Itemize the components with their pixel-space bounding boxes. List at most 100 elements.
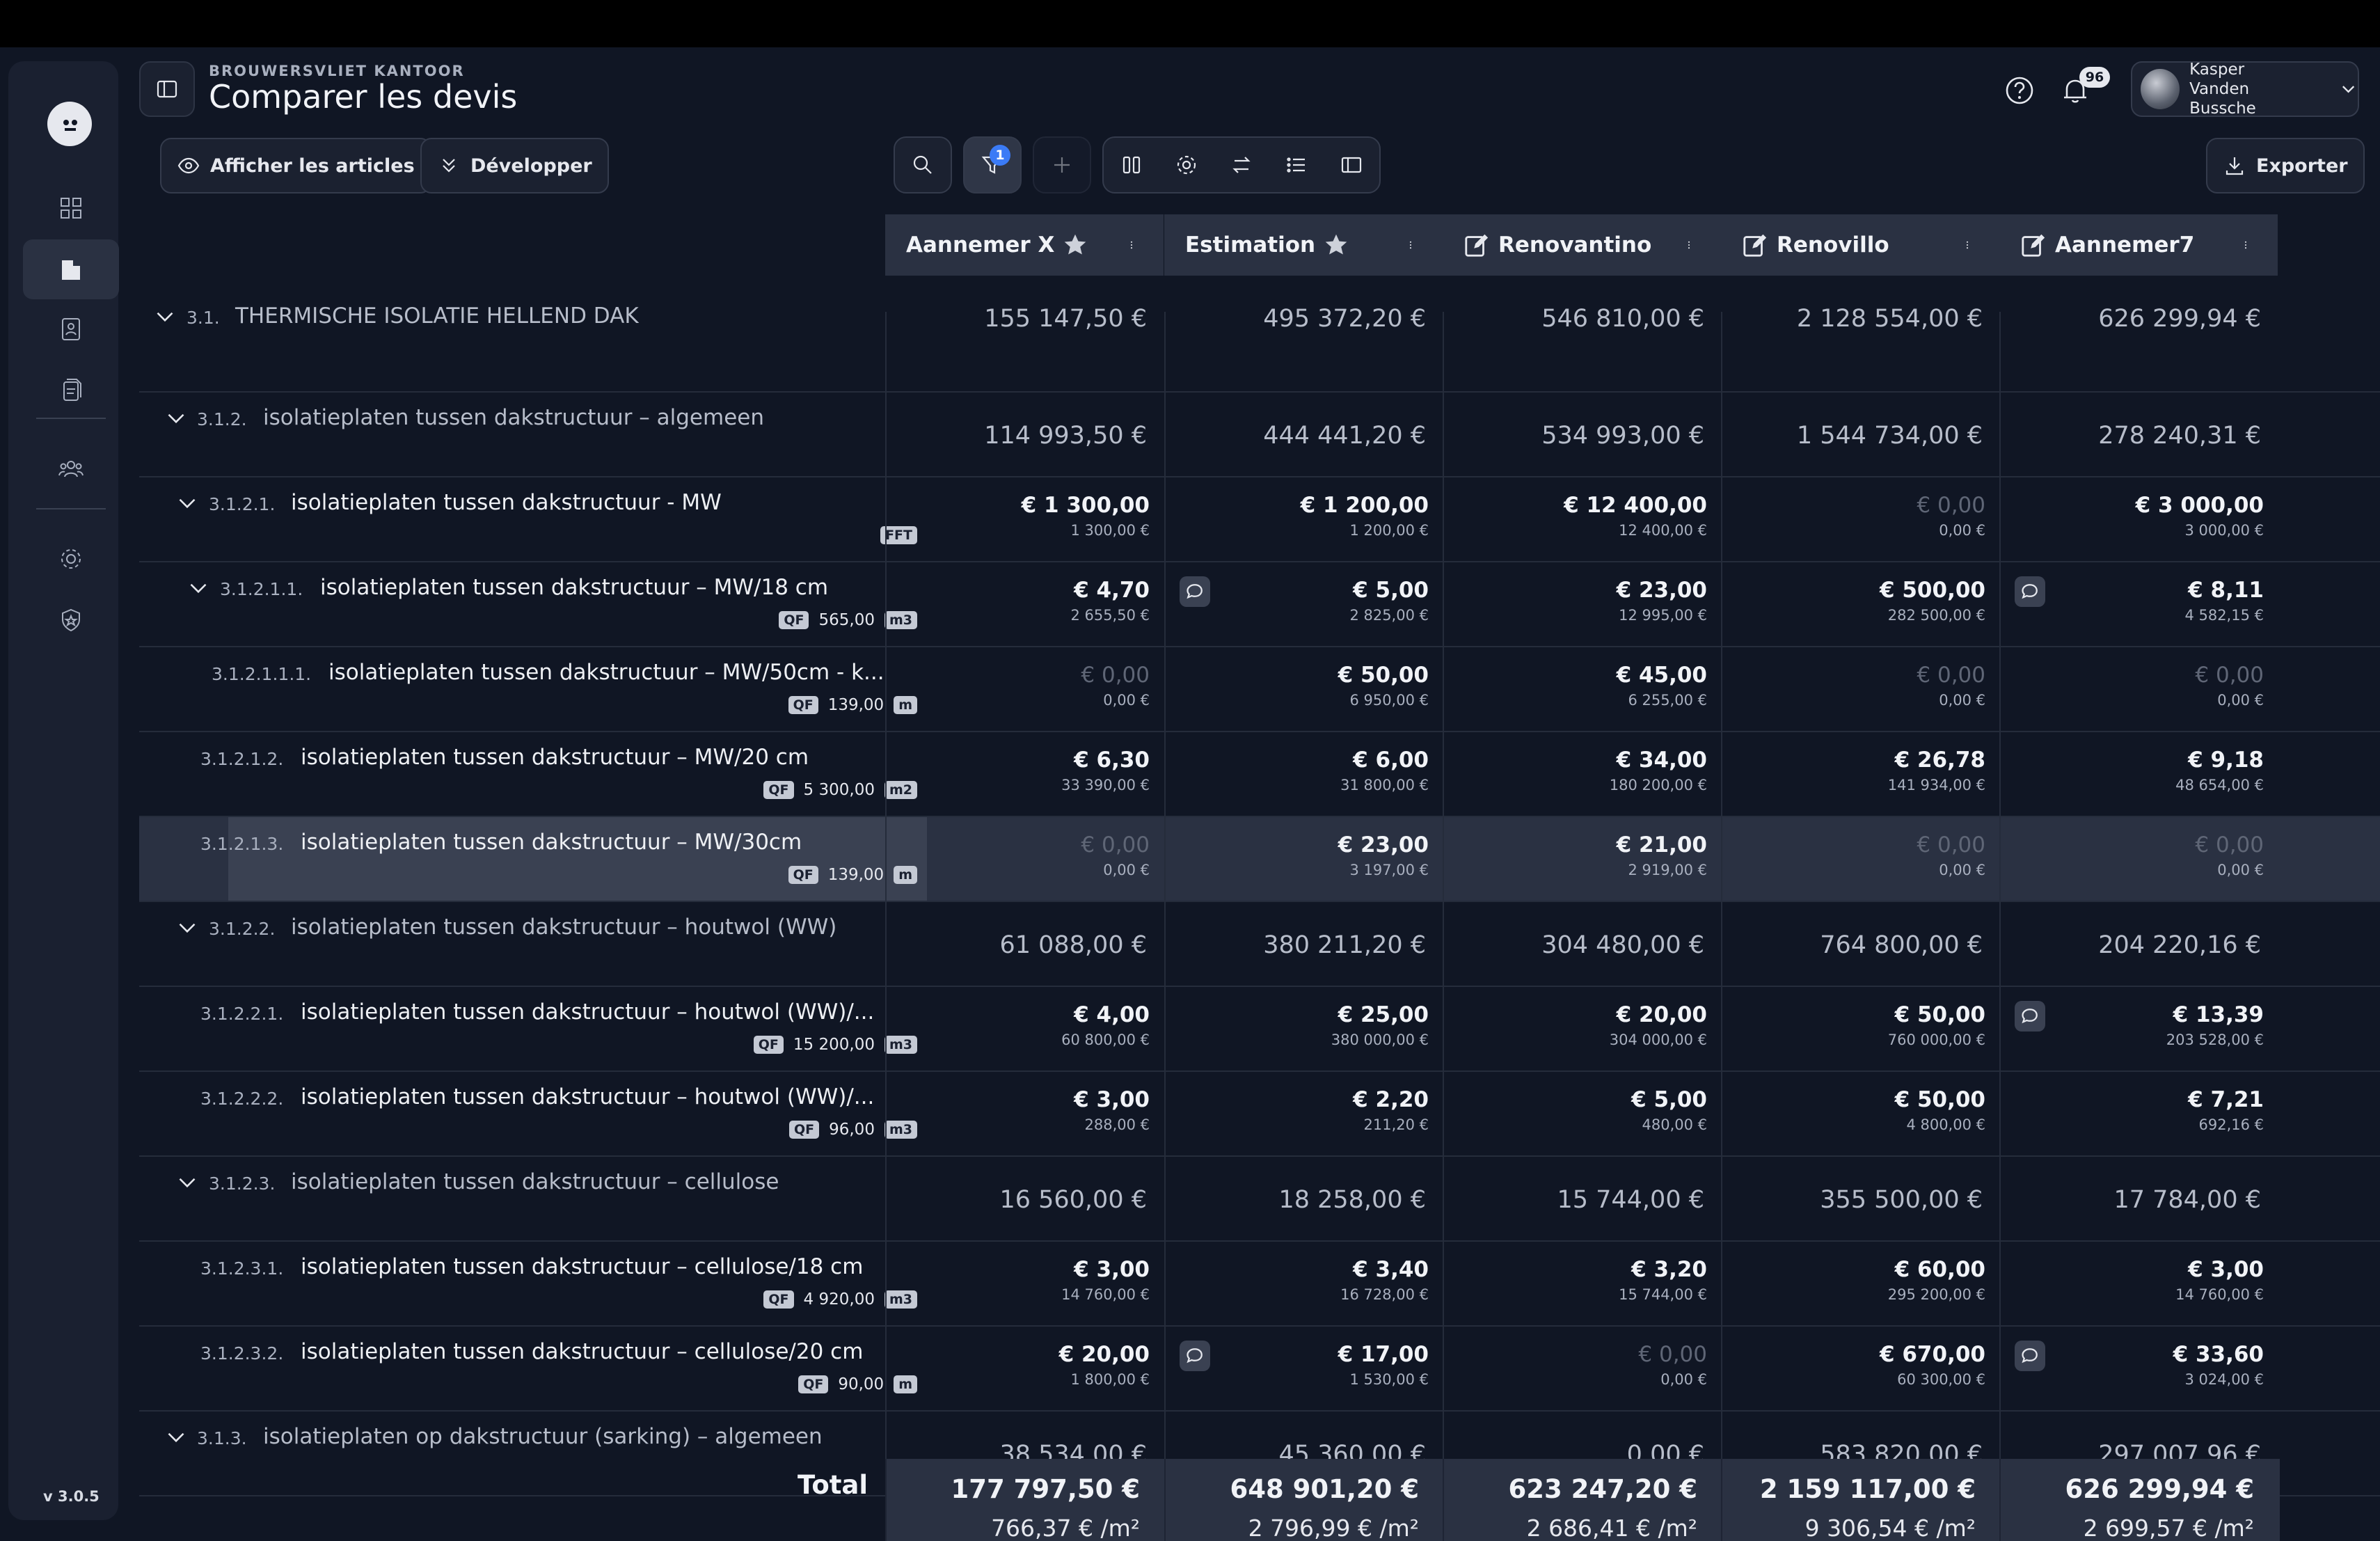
price-cell[interactable]: € 45,00 6 255,00 € [1443,647,1721,731]
price-cell[interactable]: € 9,18 48 654,00 € [1999,732,2278,816]
item-row[interactable]: 3.1.2.1. isolatieplaten tussen dakstructu… [139,477,2380,562]
price-cell[interactable]: 1 544 734,00 € [1721,393,1999,476]
price-cell[interactable]: € 6,30 33 390,00 € [885,732,1164,816]
item-row[interactable]: 3.1.2.3.2. isolatieplaten tussen dakstruc… [139,1327,2380,1412]
price-cell[interactable]: € 0,00 0,00 € [1721,477,1999,561]
price-cell[interactable]: € 2,20 211,20 € [1164,1072,1443,1155]
bell-icon[interactable] [2060,75,2091,109]
price-cell[interactable]: € 1 200,00 1 200,00 € [1164,477,1443,561]
item-row[interactable]: 3.1.2.1.1. isolatieplaten tussen dakstruc… [139,562,2380,647]
item-row[interactable]: 3.1.2.2.2. isolatieplaten tussen dakstruc… [139,1072,2380,1157]
price-cell[interactable]: 304 480,00 € [1443,902,1721,986]
user-menu[interactable]: Kasper Vanden Bussche [2131,61,2359,118]
list-button[interactable] [1269,138,1324,192]
price-cell[interactable]: 2 128 554,00 € [1721,305,1999,391]
star-icon[interactable] [1063,232,1088,258]
group-row[interactable]: 3.1.2. isolatieplaten tussen dakstructuur… [139,393,2380,477]
price-cell[interactable]: € 670,00 60 300,00 € [1721,1327,1999,1410]
settings-button[interactable] [1159,138,1214,192]
price-cell[interactable]: € 5,00 480,00 € [1443,1072,1721,1155]
column-header[interactable]: Estimation [1164,214,1443,276]
price-cell[interactable]: 114 993,50 € [885,393,1164,476]
price-cell[interactable]: € 20,00 304 000,00 € [1443,987,1721,1070]
price-cell[interactable]: € 3,00 14 760,00 € [885,1242,1164,1325]
item-row[interactable]: 3.1.2.3.1. isolatieplaten tussen dakstruc… [139,1242,2380,1327]
group-row[interactable]: 3.1.2.2. isolatieplaten tussen dakstructu… [139,902,2380,987]
price-cell[interactable]: € 3,40 16 728,00 € [1164,1242,1443,1325]
chevron-down-icon[interactable] [177,1172,198,1193]
price-cell[interactable]: € 0,00 0,00 € [1999,817,2278,901]
qf-badge[interactable]: QF [798,1375,829,1393]
price-cell[interactable]: € 21,00 2 919,00 € [1443,817,1721,901]
comment-button[interactable] [2015,1001,2045,1032]
chevron-down-icon[interactable] [166,1427,187,1448]
price-cell[interactable]: € 3,00 14 760,00 € [1999,1242,2278,1325]
price-cell[interactable]: 764 800,00 € [1721,902,1999,986]
price-cell[interactable]: € 0,00 0,00 € [1721,817,1999,901]
swap-button[interactable] [1214,138,1269,192]
kebab-menu-icon[interactable] [1963,230,1972,260]
price-cell[interactable]: 61 088,00 € [885,902,1164,986]
chevron-down-icon[interactable] [177,493,198,514]
column-header[interactable]: Aannemer X [885,214,1164,276]
price-cell[interactable]: € 0,00 0,00 € [1999,647,2278,731]
sidebar-item-projects[interactable] [23,239,119,299]
price-cell[interactable]: € 26,78 141 934,00 € [1721,732,1999,816]
price-cell[interactable]: € 6,00 31 800,00 € [1164,732,1443,816]
price-cell[interactable]: € 50,00 4 800,00 € [1721,1072,1999,1155]
price-cell[interactable]: 626 299,94 € [1999,305,2278,391]
price-cell[interactable]: € 0,00 0,00 € [885,647,1164,731]
sidebar-item-security[interactable] [23,590,119,650]
price-cell[interactable]: € 50,00 760 000,00 € [1721,987,1999,1070]
price-cell[interactable]: 155 147,50 € [885,305,1164,391]
price-cell[interactable]: € 3 000,00 3 000,00 € [1999,477,2278,561]
price-cell[interactable]: € 4,70 2 655,50 € [885,562,1164,646]
column-header[interactable]: Renovantino [1443,214,1721,276]
price-cell[interactable]: € 12 400,00 12 400,00 € [1443,477,1721,561]
column-header[interactable]: Renovillo [1721,214,1999,276]
kebab-menu-icon[interactable] [1127,230,1136,260]
chevron-down-icon[interactable] [188,578,209,599]
sidebar-item-documents[interactable] [23,361,119,420]
star-icon[interactable] [1324,232,1349,258]
item-row[interactable]: 3.1.2.2.1. isolatieplaten tussen dakstruc… [139,987,2380,1072]
export-button[interactable]: Exporter [2206,138,2365,193]
price-cell[interactable]: 16 560,00 € [885,1157,1164,1240]
price-cell[interactable]: € 7,21 692,16 € [1999,1072,2278,1155]
price-cell[interactable]: 495 372,20 € [1164,305,1443,391]
price-cell[interactable]: € 0,00 0,00 € [885,817,1164,901]
price-cell[interactable]: € 33,60 3 024,00 € [1999,1327,2278,1410]
column-header[interactable]: Aannemer7 [1999,214,2278,276]
kebab-menu-icon[interactable] [2242,230,2250,260]
qf-badge[interactable]: QF [788,696,818,714]
price-cell[interactable]: 17 784,00 € [1999,1157,2278,1240]
price-cell[interactable]: 15 744,00 € [1443,1157,1721,1240]
chevron-down-icon[interactable] [154,306,175,327]
price-cell[interactable]: € 0,00 0,00 € [1443,1327,1721,1410]
price-cell[interactable]: 444 441,20 € [1164,393,1443,476]
price-cell[interactable]: € 50,00 6 950,00 € [1164,647,1443,731]
add-button[interactable] [1033,136,1091,193]
group-row[interactable]: 3.1.2.3. isolatieplaten tussen dakstructu… [139,1157,2380,1242]
item-row[interactable]: 3.1.2.1.3. isolatieplaten tussen dakstruc… [139,817,2380,902]
price-cell[interactable]: € 23,00 12 995,00 € [1443,562,1721,646]
kebab-menu-icon[interactable] [1406,230,1415,260]
item-row[interactable]: 3.1.2.1.2. isolatieplaten tussen dakstruc… [139,732,2380,817]
app-logo[interactable] [47,102,92,146]
price-cell[interactable]: 18 258,00 € [1164,1157,1443,1240]
sidebar-toggle-button[interactable] [139,61,195,117]
price-cell[interactable]: 355 500,00 € [1721,1157,1999,1240]
comment-button[interactable] [1180,1341,1210,1371]
kebab-menu-icon[interactable] [1685,230,1693,260]
price-cell[interactable]: € 0,00 0,00 € [1721,647,1999,731]
price-cell[interactable]: 278 240,31 € [1999,393,2278,476]
sidebar-item-dashboard[interactable] [23,178,119,238]
price-cell[interactable]: € 25,00 380 000,00 € [1164,987,1443,1070]
price-cell[interactable]: € 500,00 282 500,00 € [1721,562,1999,646]
price-cell[interactable]: € 3,00 288,00 € [885,1072,1164,1155]
price-cell[interactable]: € 3,20 15 744,00 € [1443,1242,1721,1325]
price-cell[interactable]: € 13,39 203 528,00 € [1999,987,2278,1070]
qf-badge[interactable]: QF [763,1290,794,1309]
price-cell[interactable]: € 60,00 295 200,00 € [1721,1242,1999,1325]
group-row[interactable]: 3.1. THERMISCHE ISOLATIE HELLEND DAK 155 1… [139,303,2380,393]
